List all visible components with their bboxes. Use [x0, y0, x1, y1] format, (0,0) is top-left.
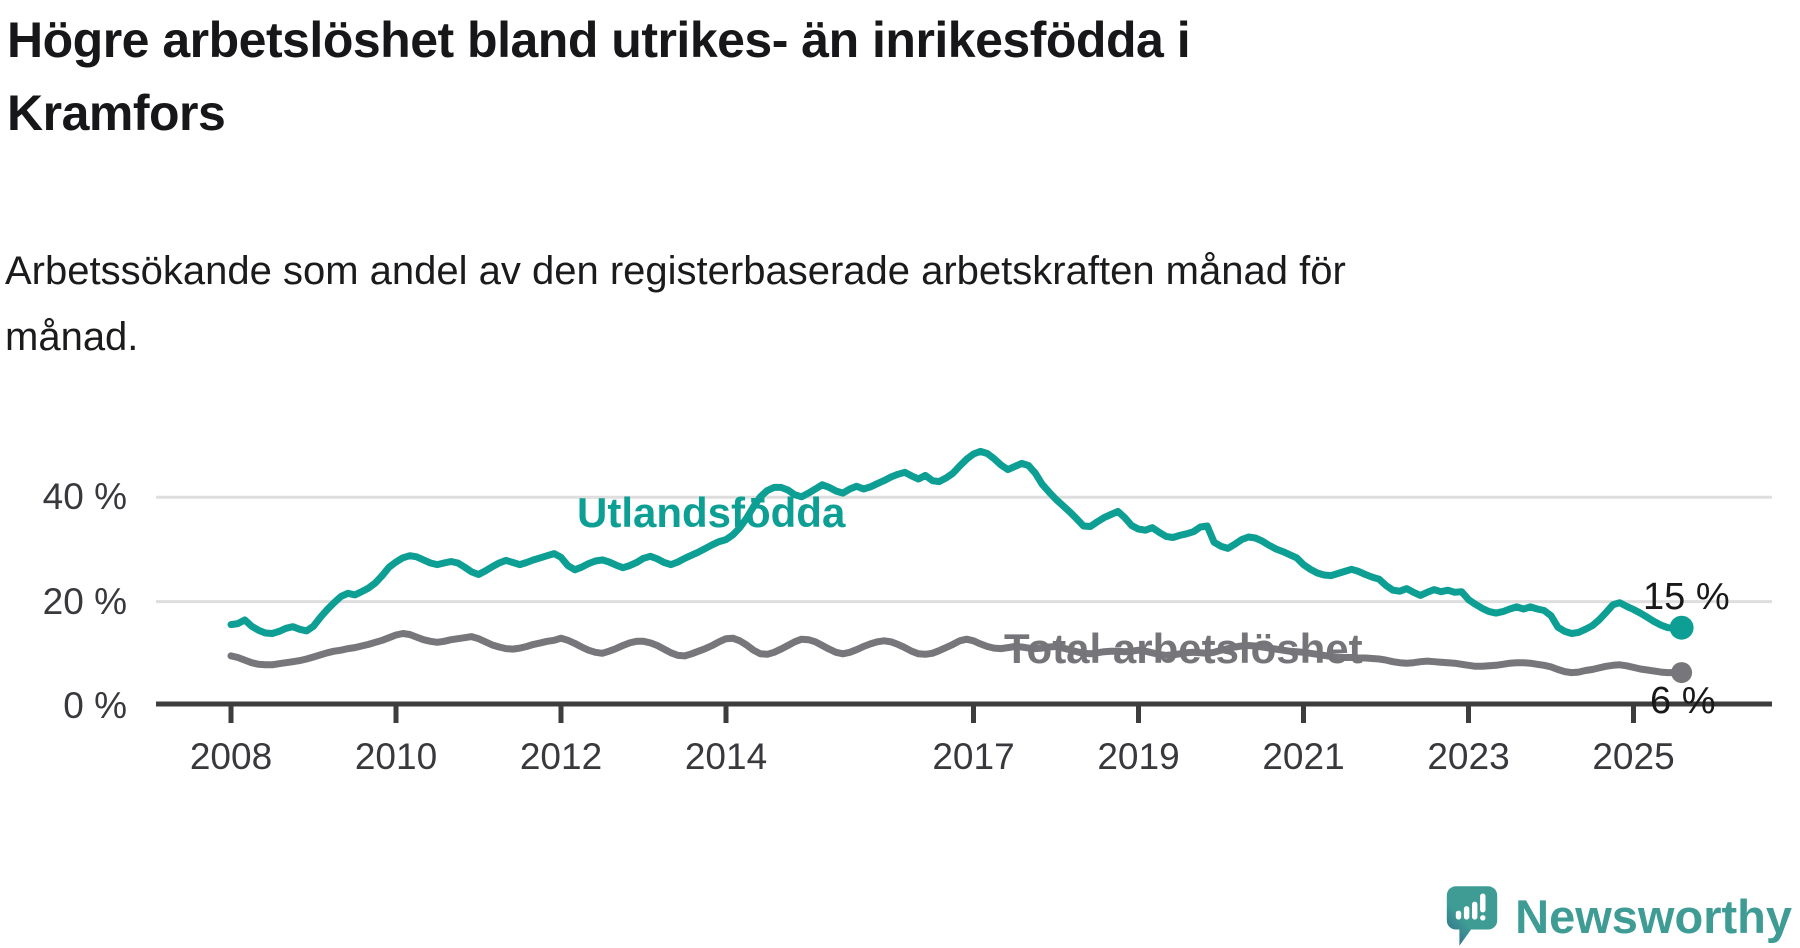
page-title: Högre arbetslöshet bland utrikes- än inr…	[7, 4, 1191, 150]
page-title-line1: Högre arbetslöshet bland utrikes- än inr…	[7, 12, 1191, 68]
end-dot-total	[1671, 662, 1693, 684]
series-line-utlandsfodda	[227, 447, 1686, 637]
page-title-line2: Kramfors	[7, 85, 226, 141]
series-line-total	[227, 630, 1686, 677]
x-axis-label-2021: 2021	[1262, 736, 1345, 777]
y-axis-label-0: 0 %	[63, 685, 127, 726]
x-axis-label-2010: 2010	[354, 736, 438, 777]
end-value-label-utlandsfodda: 15 %	[1643, 576, 1730, 618]
y-axis-label-20: 20 %	[42, 580, 127, 622]
end-dot-utlandsfodda	[1669, 615, 1694, 640]
x-axis-label-2019: 2019	[1097, 736, 1180, 777]
end-value-label-total: 6 %	[1650, 680, 1716, 722]
series-label-utlandsfodda: Utlandsfödda	[577, 489, 846, 536]
chart-subtitle: Arbetssökande som andel av den registerb…	[5, 238, 1346, 370]
chart-subtitle-line2: månad.	[5, 315, 139, 359]
x-axis-label-2014: 2014	[684, 736, 768, 777]
chart-subtitle-line1: Arbetssökande som andel av den registerb…	[5, 249, 1346, 293]
x-axis-label-2008: 2008	[189, 736, 273, 777]
x-axis-label-2017: 2017	[932, 736, 1015, 777]
x-axis-label-2012: 2012	[519, 736, 603, 777]
newsworthy-icon	[1446, 886, 1498, 946]
x-axis-label-2025: 2025	[1592, 736, 1675, 777]
series-label-total-arbetsloshet: Total arbetslöshet	[1004, 625, 1363, 672]
newsworthy-wordmark: Newsworthy	[1515, 889, 1792, 943]
newsworthy-logo: Newsworthy	[1445, 884, 1792, 948]
x-axis-label-2023: 2023	[1427, 736, 1510, 777]
y-axis-label-40: 40 %	[42, 476, 127, 518]
x-axis-ticks	[228, 706, 1636, 723]
